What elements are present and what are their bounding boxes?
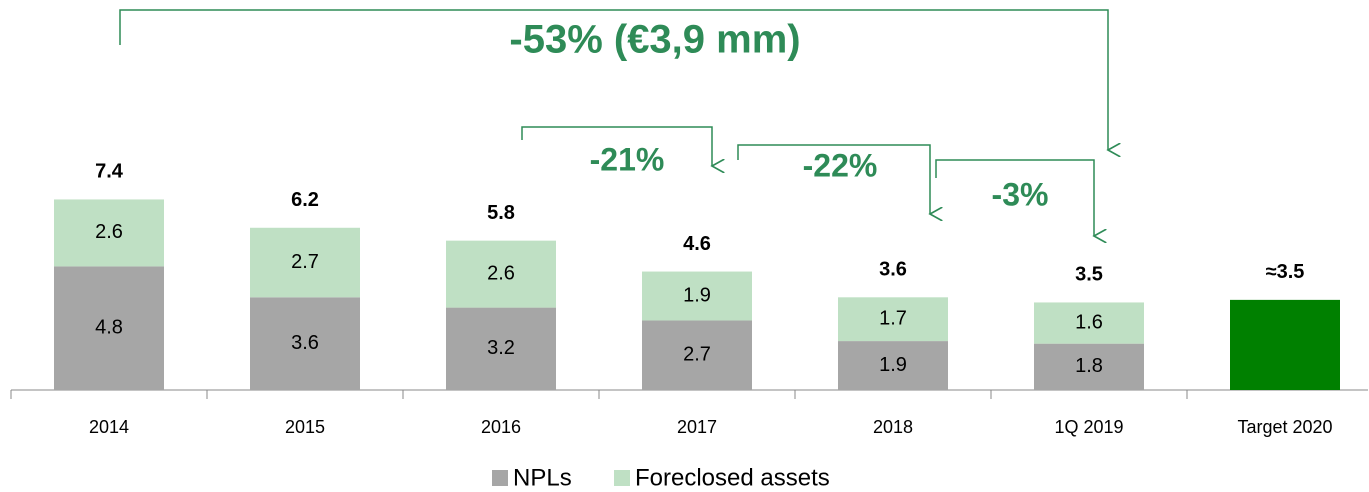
data-label: 3.6 xyxy=(291,332,319,354)
x-tick-label: Target 2020 xyxy=(1237,417,1332,437)
x-tick-label: 2014 xyxy=(89,417,129,437)
total-label: 4.6 xyxy=(683,233,711,255)
arrow xyxy=(737,144,930,214)
data-label: 2.7 xyxy=(291,251,319,273)
x-tick-label: 2016 xyxy=(481,417,521,437)
x-tick-label: 2017 xyxy=(677,417,717,437)
data-label: 1.9 xyxy=(683,284,711,306)
bar-segment xyxy=(446,240,556,308)
data-label: 2.7 xyxy=(683,344,711,366)
total-label: 3.5 xyxy=(1075,264,1103,286)
total-label: 6.2 xyxy=(291,189,319,211)
bar-segment xyxy=(446,307,556,390)
data-label: 2.6 xyxy=(487,262,515,284)
legend-swatch xyxy=(614,470,630,486)
annotation: -22% xyxy=(803,147,878,183)
bar-segment xyxy=(54,266,164,390)
data-label: 1.6 xyxy=(1075,311,1103,333)
arrow xyxy=(119,9,1108,150)
total-label: 5.8 xyxy=(487,202,515,224)
total-label: 7.4 xyxy=(95,161,124,183)
annotation: -53% (€3,9 mm) xyxy=(509,18,800,62)
bar-segment xyxy=(1034,343,1144,390)
bar-segment xyxy=(642,271,752,321)
bar-segment xyxy=(250,297,360,390)
bar-segment xyxy=(642,320,752,390)
x-tick-label: 1Q 2019 xyxy=(1054,417,1123,437)
bar-segment xyxy=(838,341,948,390)
target-bar xyxy=(1230,299,1340,390)
total-label: ≈3.5 xyxy=(1266,261,1305,283)
arrow xyxy=(935,159,1094,236)
data-label: 1.9 xyxy=(879,354,907,376)
bar-segment xyxy=(838,297,948,342)
data-label: 1.8 xyxy=(1075,355,1103,377)
total-label: 3.6 xyxy=(879,259,907,281)
arrow xyxy=(521,126,712,166)
annotation: -21% xyxy=(590,141,665,177)
bar-segment xyxy=(250,227,360,298)
legend-swatch xyxy=(492,470,508,486)
x-tick-label: 2015 xyxy=(285,417,325,437)
data-label: 2.6 xyxy=(95,221,123,243)
data-label: 3.2 xyxy=(487,337,515,359)
data-label: 1.7 xyxy=(879,307,907,329)
x-tick-label: 2018 xyxy=(873,417,913,437)
annotation: -3% xyxy=(992,176,1049,212)
legend-label: NPLs xyxy=(513,464,572,491)
legend-label: Foreclosed assets xyxy=(635,464,830,491)
bar-segment xyxy=(54,199,164,267)
data-label: 4.8 xyxy=(95,316,123,338)
bar-segment xyxy=(1034,302,1144,344)
